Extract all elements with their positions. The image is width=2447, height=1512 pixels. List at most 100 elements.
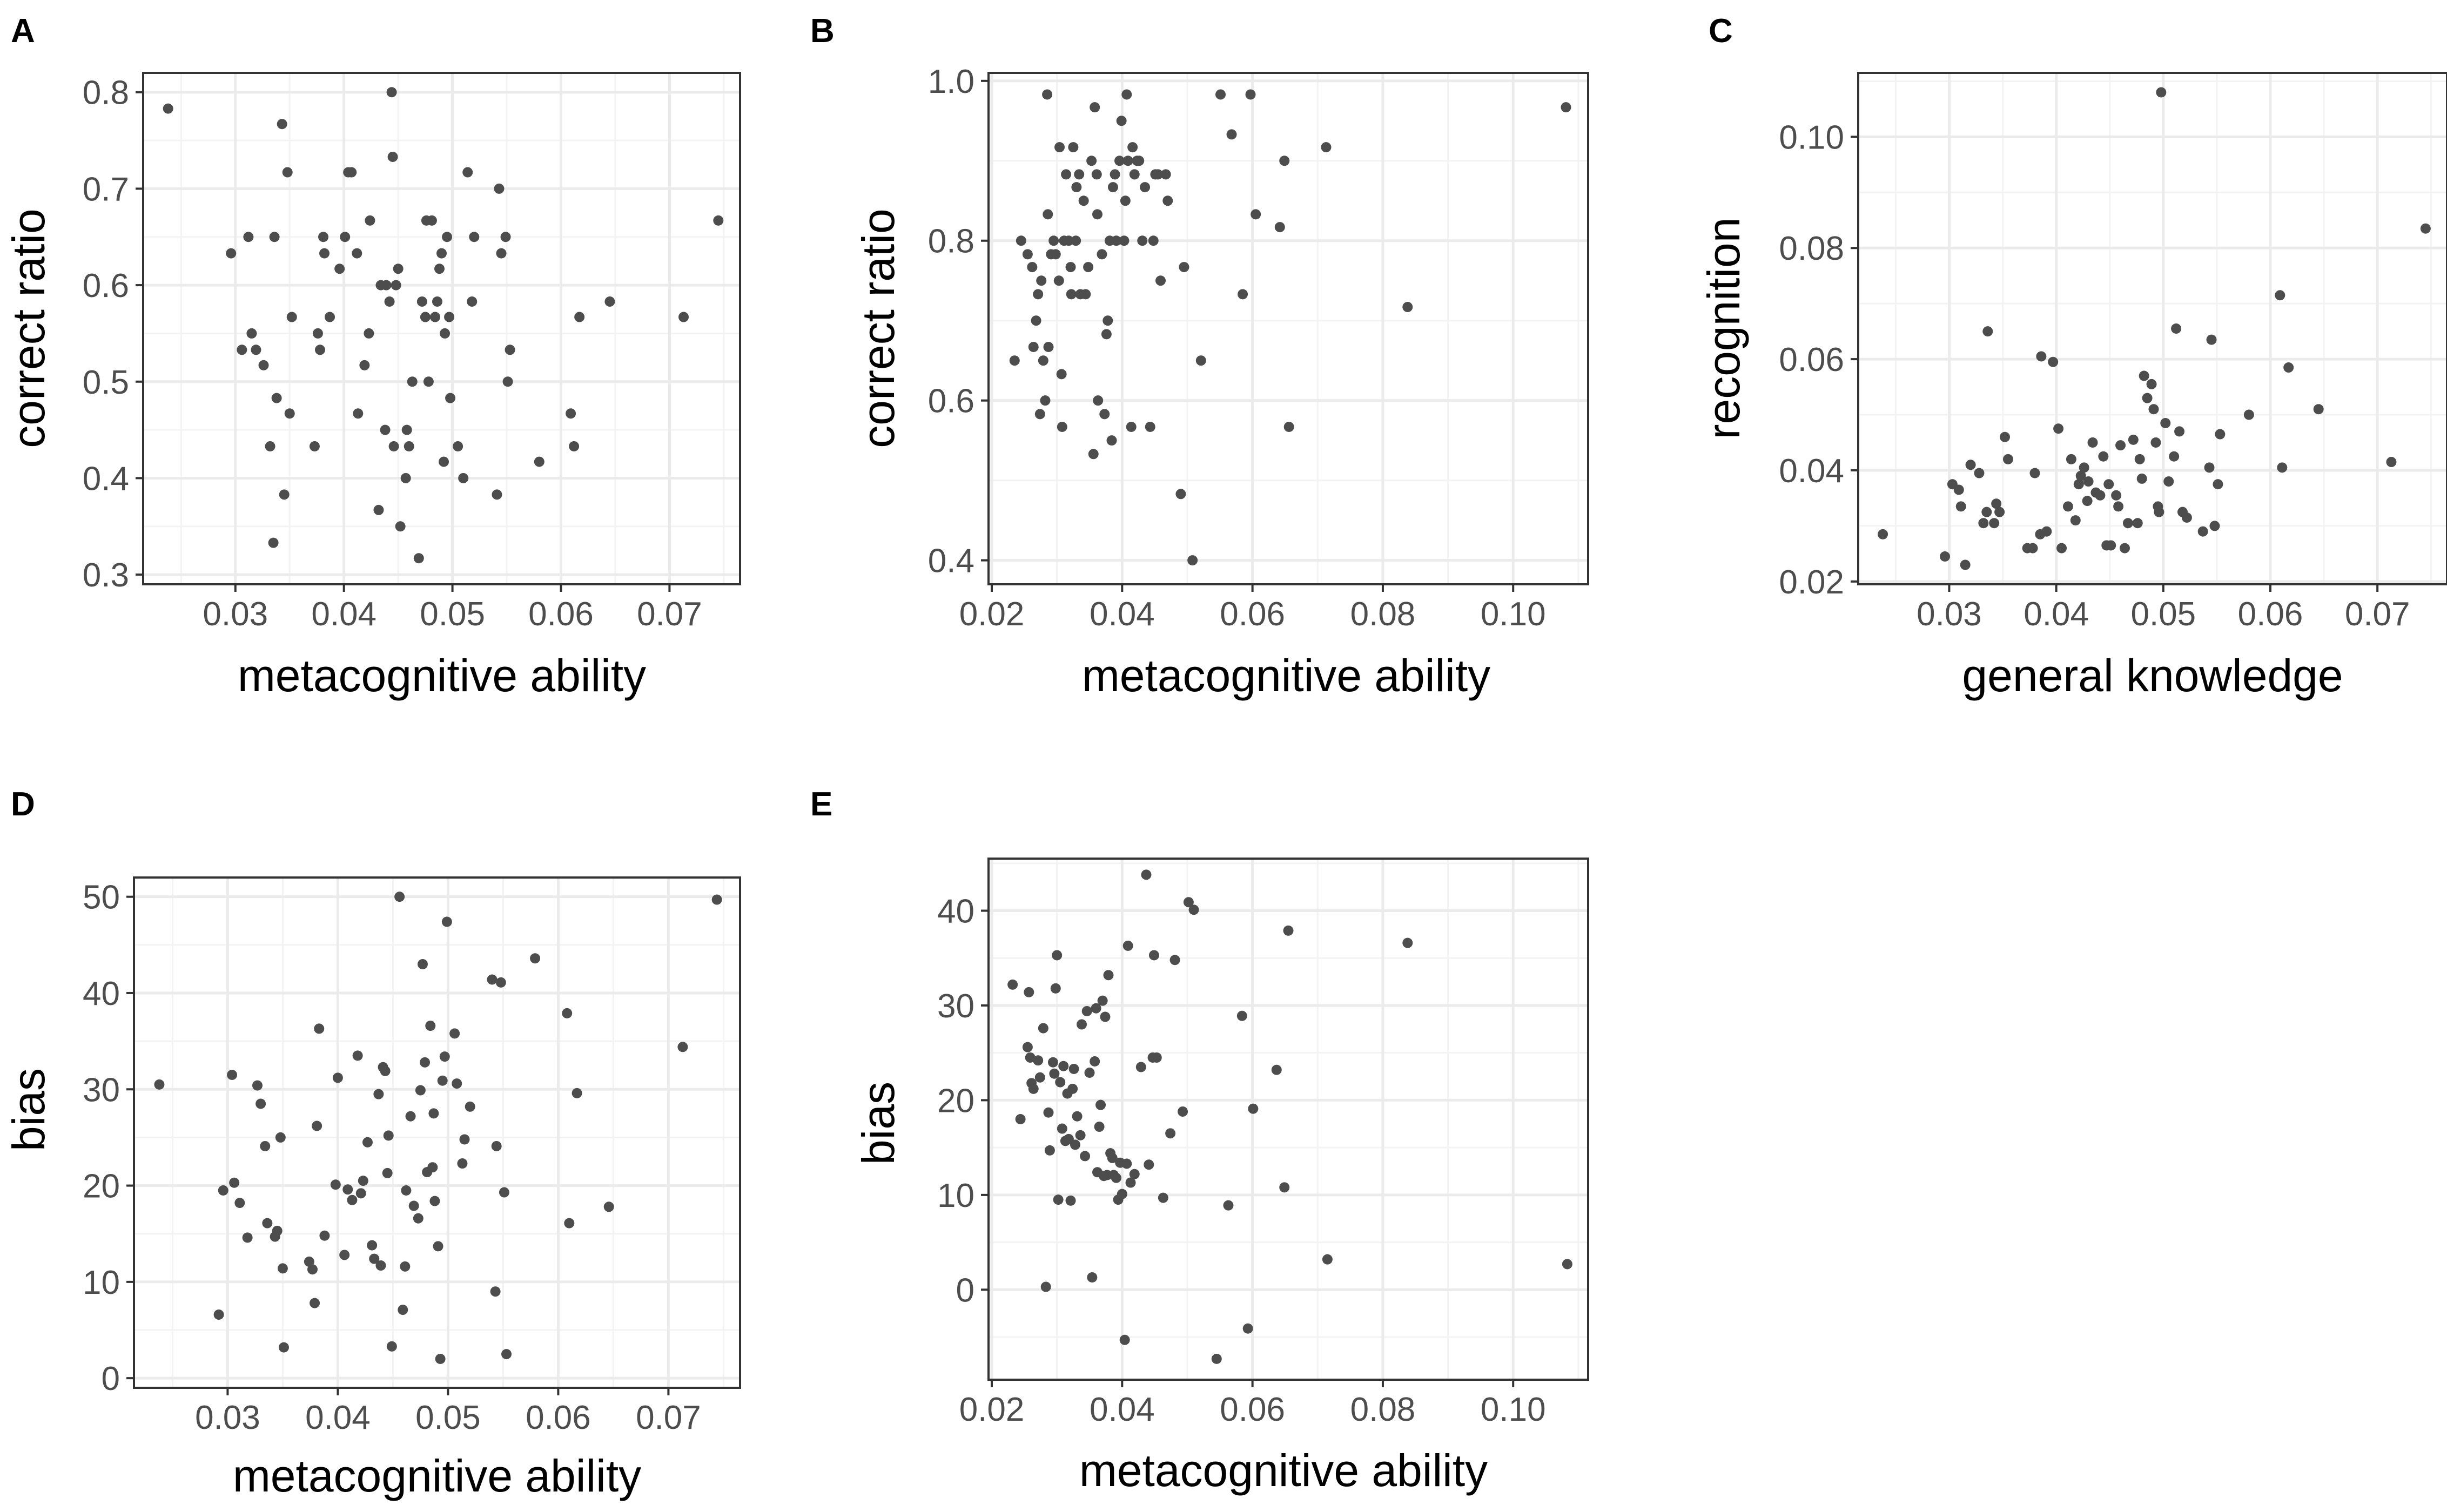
data-point <box>213 1309 224 1320</box>
y-tick-label: 0.06 <box>1779 341 1844 379</box>
data-point <box>1989 518 2000 529</box>
y-tick-label: 0.4 <box>928 543 974 580</box>
data-point <box>427 1162 438 1173</box>
data-point <box>1033 1055 1044 1066</box>
data-point <box>1072 1111 1083 1122</box>
data-point <box>2174 426 2185 437</box>
data-point <box>1028 342 1039 353</box>
data-point <box>416 296 427 307</box>
data-point <box>1057 1123 1067 1134</box>
y-tick-label: 0.6 <box>83 267 129 305</box>
data-point <box>373 504 384 515</box>
data-point <box>492 489 502 500</box>
data-point <box>1129 1169 1140 1179</box>
data-point <box>242 1232 253 1243</box>
data-point <box>401 1185 412 1196</box>
data-point <box>1031 315 1041 326</box>
data-point <box>499 1187 509 1198</box>
y-axis-title: bias <box>3 1068 54 1151</box>
data-point <box>2139 370 2149 381</box>
data-point <box>353 408 364 419</box>
data-point <box>1283 925 1294 936</box>
data-point <box>252 1080 263 1091</box>
y-tick-label: 10 <box>937 1177 974 1214</box>
y-tick-label: 0 <box>956 1272 974 1309</box>
data-point <box>1141 869 1152 880</box>
data-point <box>367 1240 378 1251</box>
data-point <box>1940 551 1951 562</box>
data-point <box>2073 479 2084 490</box>
x-tick-label: 0.06 <box>2238 596 2303 633</box>
x-tick-label: 0.04 <box>2024 596 2089 633</box>
data-point <box>1160 169 1171 180</box>
data-point <box>462 167 473 178</box>
y-tick-label: 30 <box>83 1071 120 1109</box>
data-point <box>1151 1052 1162 1063</box>
data-point <box>2027 543 2038 554</box>
data-point <box>1097 249 1107 260</box>
data-point <box>286 312 297 322</box>
x-axis-title: metacognitive ability <box>1082 650 1490 701</box>
panel-d: D 0.03 0.04 0.05 0.06 0.07 0 10 20 30 40 50 metaco… <box>3 786 741 1501</box>
data-point <box>229 1177 240 1188</box>
data-point <box>1283 422 1294 433</box>
x-tick-label: 0.05 <box>2130 596 2196 633</box>
data-point <box>417 959 428 969</box>
data-point <box>1044 1145 1055 1156</box>
data-point <box>278 1342 289 1353</box>
data-point <box>2148 404 2159 415</box>
data-point <box>1148 235 1159 246</box>
data-point <box>279 489 290 500</box>
x-tick-label: 0.06 <box>1220 1391 1285 1428</box>
data-point <box>1144 1159 1154 1170</box>
data-point <box>277 119 287 130</box>
y-tick-label: 0.6 <box>928 383 974 420</box>
x-tick-label: 0.05 <box>420 596 485 633</box>
data-point <box>2181 512 2192 523</box>
data-point <box>491 1140 502 1151</box>
data-point <box>319 1230 330 1241</box>
data-point <box>1994 507 2005 517</box>
data-point <box>1024 987 1034 997</box>
data-point <box>459 1134 470 1145</box>
data-point <box>364 328 374 339</box>
data-point <box>394 892 405 902</box>
x-tick-label: 0.02 <box>959 596 1025 633</box>
data-point <box>1271 1064 1282 1075</box>
data-point <box>388 441 399 451</box>
x-tick-label: 0.07 <box>2345 596 2410 633</box>
panel-e: E 0.02 0.04 0.06 0.08 0.10 0 10 20 30 40 metacogn… <box>810 786 1589 1496</box>
data-point <box>1226 129 1237 140</box>
data-point <box>1077 1019 1087 1030</box>
data-point <box>465 1101 475 1112</box>
data-point <box>393 264 404 274</box>
x-tick-label: 0.10 <box>1481 1391 1546 1428</box>
x-tick-label: 0.08 <box>1350 1391 1416 1428</box>
data-point <box>1238 289 1248 300</box>
data-point <box>413 553 424 564</box>
data-point <box>2036 351 2047 362</box>
data-point <box>218 1185 228 1196</box>
data-point <box>1126 422 1137 433</box>
data-point <box>1101 329 1112 340</box>
data-point <box>1009 355 1020 366</box>
data-point <box>2209 521 2220 531</box>
data-point <box>2243 409 2254 420</box>
data-point <box>2154 507 2164 517</box>
x-tick-label: 0.04 <box>305 1399 371 1436</box>
data-point <box>425 1021 436 1031</box>
data-point <box>1067 1083 1078 1094</box>
data-point <box>347 1194 358 1205</box>
data-point <box>284 408 295 419</box>
data-point <box>2420 223 2431 234</box>
data-point <box>1974 468 1985 478</box>
data-point <box>404 441 414 451</box>
panel-label: A <box>11 12 35 50</box>
data-point <box>1274 222 1285 233</box>
data-point <box>1111 1172 1121 1183</box>
data-point <box>433 1241 443 1252</box>
data-point <box>1110 169 1120 180</box>
panel-border <box>1857 72 2447 585</box>
data-point <box>2029 468 2040 478</box>
